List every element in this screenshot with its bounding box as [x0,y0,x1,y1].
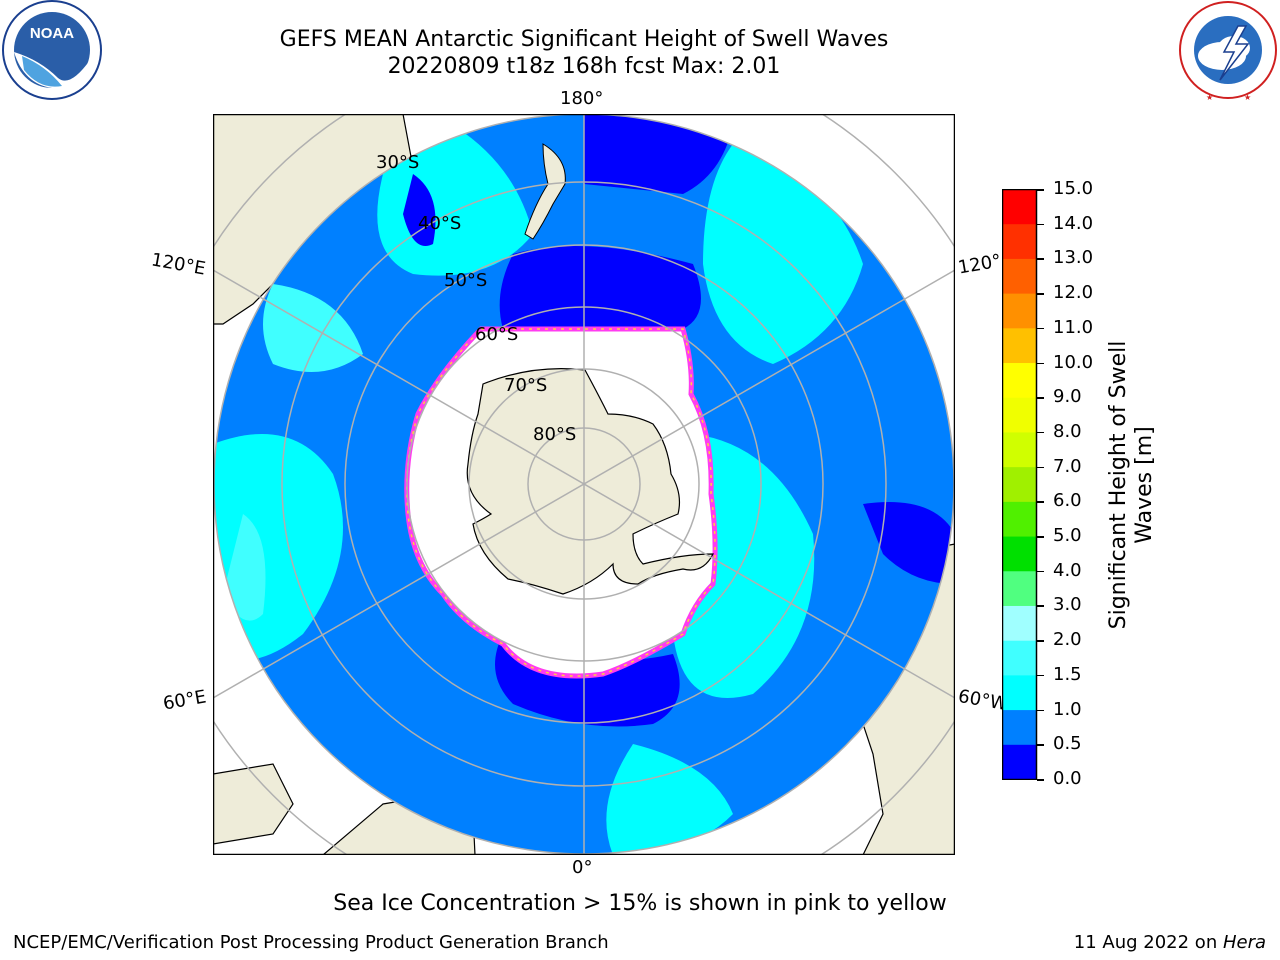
colorbar-swatch [1002,189,1037,225]
lat-label-70: 70°S [504,375,548,396]
colorbar-tick-label: 3.0 [1053,594,1082,616]
lat-label-30: 30°S [376,152,420,173]
colorbar-tick-label: 11.0 [1053,316,1094,338]
title-line-1: GEFS MEAN Antarctic Significant Height o… [279,27,889,52]
colorbar-tick-mark [1037,570,1044,573]
colorbar-tick-label: 12.0 [1053,282,1094,304]
lon-label-lower-left: 60°E [161,686,208,715]
colorbar-tick-mark [1037,536,1044,538]
colorbar-tick-mark [1037,327,1044,330]
colorbar-tick-mark [1037,501,1044,503]
colorbar-tick-label: 8.0 [1053,420,1082,442]
colorbar-swatch [1002,709,1037,745]
svg-text:★: ★ [1206,93,1213,102]
colorbar-tick-mark [1037,189,1044,191]
footer-credit: NCEP/EMC/Verification Post Processing Pr… [13,932,609,953]
colorbar-tick-label: 14.0 [1053,212,1094,234]
colorbar-tick-mark [1037,779,1044,781]
colorbar-label-line1: Significant Height of Swell [1106,340,1131,630]
colorbar-tick-label: 1.0 [1053,698,1082,720]
colorbar-tick-mark [1037,674,1044,677]
colorbar-tick-label: 7.0 [1053,455,1082,477]
lon-label-top: 180° [560,88,604,109]
noaa-logo: NOAA [2,0,102,100]
colorbar-tick-label: 2.0 [1053,629,1082,651]
colorbar-tick-label: 9.0 [1053,386,1082,408]
colorbar-swatch [1002,744,1037,780]
svg-text:★: ★ [1244,93,1251,102]
colorbar-label-line2: Waves [m] [1132,426,1157,544]
colorbar-swatch [1002,570,1037,606]
colorbar-tick-mark [1037,397,1044,399]
colorbar-swatch [1002,293,1037,329]
nws-logo: ★ ★ [1179,1,1277,102]
footer-date-text: 11 Aug 2022 on [1073,932,1223,953]
lon-label-bottom: 0° [572,857,593,878]
colorbar-tick-label: 5.0 [1053,525,1082,547]
colorbar-swatch [1002,674,1037,711]
colorbar-tick-mark [1037,640,1044,642]
sea-ice-caption: Sea Ice Concentration > 15% is shown in … [333,891,947,916]
colorbar-tick-mark [1037,709,1044,712]
colorbar-tick-label: 0.0 [1053,768,1082,789]
colorbar-label: Significant Height of Swell Waves [m] [1106,305,1158,665]
polar-map [213,114,955,855]
lat-label-50: 50°S [444,270,488,291]
lat-label-80: 80°S [533,424,577,445]
colorbar-tick-mark [1037,466,1044,469]
colorbar-swatch [1002,327,1037,364]
colorbar-tick-mark [1037,605,1044,607]
colorbar-tick-mark [1037,744,1044,746]
colorbar-tick-label: 0.5 [1053,733,1082,755]
colorbar-tick-mark [1037,223,1044,226]
title-line-2: 20220809 t18z 168h fcst Max: 2.01 [387,54,781,79]
colorbar-tick-label: 13.0 [1053,247,1094,269]
colorbar-tick-mark [1037,258,1044,260]
svg-text:NOAA: NOAA [30,25,74,42]
colorbar-tick-mark [1037,362,1044,365]
colorbar-tick-label: 15.0 [1053,178,1094,199]
colorbar-swatch [1002,536,1037,572]
lon-label-upper-left: 120°E [149,249,208,280]
footer-host: Hera [1222,932,1266,953]
lat-label-40: 40°S [418,213,462,234]
colorbar-swatch [1002,431,1037,468]
colorbar-tick-label: 1.5 [1053,663,1082,685]
colorbar-tick-mark [1037,293,1044,295]
footer-date: 11 Aug 2022 on Hera [1074,932,1266,953]
colorbar-swatch [1002,223,1037,259]
colorbar-tick-label: 10.0 [1053,351,1094,373]
colorbar-swatch [1002,397,1037,433]
colorbar [1002,189,1038,780]
colorbar-swatch [1002,258,1037,294]
colorbar-tick-label: 4.0 [1053,559,1082,581]
colorbar-swatch [1002,605,1037,641]
colorbar-swatch [1002,466,1037,502]
colorbar-swatch [1002,640,1037,676]
colorbar-swatch [1002,501,1037,537]
colorbar-swatch [1002,362,1037,398]
lon-label-upper-right: 120° [956,250,1003,279]
colorbar-tick-label: 6.0 [1053,490,1082,512]
colorbar-tick-mark [1037,431,1044,434]
lat-label-60: 60°S [475,324,519,345]
